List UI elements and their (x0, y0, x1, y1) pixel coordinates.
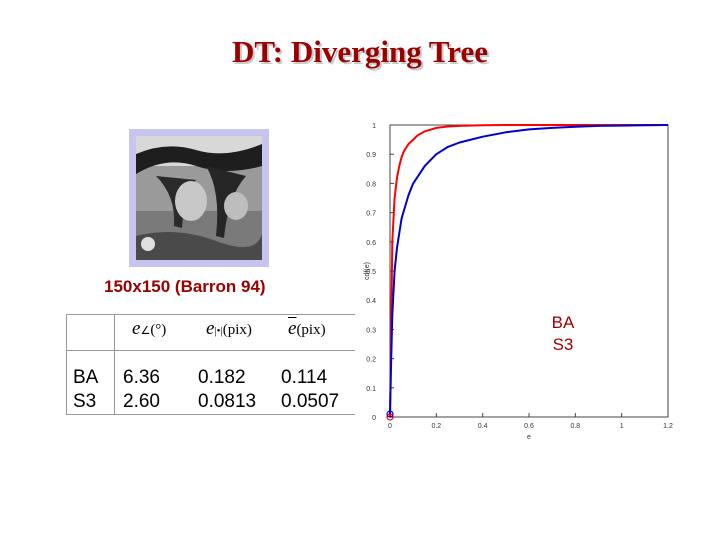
cdf-chart: 0 0.1 0.2 0.3 0.4 0.5 0.6 0.7 0.8 0.9 1 0 0.2 0.4 0.6 0… (364, 123, 673, 441)
legend-item-ba: BA (551, 313, 575, 332)
series-line-s3 (389, 124, 669, 415)
y-tick-label: 0.5 (366, 269, 376, 276)
x-tick-label: 0.8 (570, 423, 580, 430)
table-left-border (66, 314, 67, 415)
y-tick-label: 0.6 (366, 240, 376, 247)
y-tick-label: 0.9 (366, 152, 376, 159)
y-tick-label: 0.8 (366, 181, 376, 188)
image-thumbnail-frame (129, 129, 269, 267)
cell-ba-mean: 0.114 (281, 367, 328, 388)
y-tick-label: 0.3 (366, 327, 376, 334)
header-magnitude-error: e|•|(pix) (206, 318, 252, 339)
y-axis-label: cdf(e) (364, 262, 371, 280)
diverging-tree-image (136, 136, 262, 260)
x-tick-label: 1.2 (663, 423, 673, 430)
header-mean-error: e(pix) (288, 318, 326, 339)
cell-s3-angular: 2.60 (123, 391, 160, 412)
chart-legend: BA S3 (543, 312, 583, 356)
table-column-divider (114, 314, 115, 415)
y-tick-label: 0.7 (366, 211, 376, 218)
row-method-s3: S3 (73, 391, 97, 412)
table-top-border (66, 314, 355, 315)
x-tick-label: 0.4 (478, 423, 488, 430)
cell-ba-magnitude: 0.182 (198, 367, 246, 388)
error-table: e∠(°) e|•|(pix) e(pix) BA S3 6.36 2.60 0… (66, 314, 355, 415)
x-tick-label: 0 (388, 423, 392, 430)
row-method-ba: BA (73, 367, 99, 388)
y-tick-label: 0 (372, 415, 376, 422)
legend-item-s3: S3 (552, 335, 574, 354)
x-tick-label: 0.2 (431, 423, 441, 430)
plot-area-frame (389, 124, 669, 418)
series-start-marker-s3 (386, 410, 394, 418)
x-tick-label: 1 (620, 423, 624, 430)
table-header-divider (66, 350, 355, 351)
image-caption: 150x150 (Barron 94) (104, 277, 266, 296)
cell-ba-angular: 6.36 (123, 367, 160, 388)
header-angular-error: e∠(°) (132, 318, 167, 339)
y-tick-label: 0.4 (366, 298, 376, 305)
table-bottom-border (66, 414, 355, 415)
y-tick-label: 0.2 (366, 357, 376, 364)
cell-s3-magnitude: 0.0813 (198, 391, 257, 412)
x-tick-label: 0.6 (524, 423, 534, 430)
y-tick-label: 0.1 (366, 386, 376, 393)
y-tick-label: 1 (372, 123, 376, 130)
cell-s3-mean: 0.0507 (281, 391, 340, 412)
x-axis-label: e (527, 434, 531, 441)
slide-title: DT: Diverging Tree (232, 34, 488, 69)
series-line-ba (389, 124, 668, 418)
